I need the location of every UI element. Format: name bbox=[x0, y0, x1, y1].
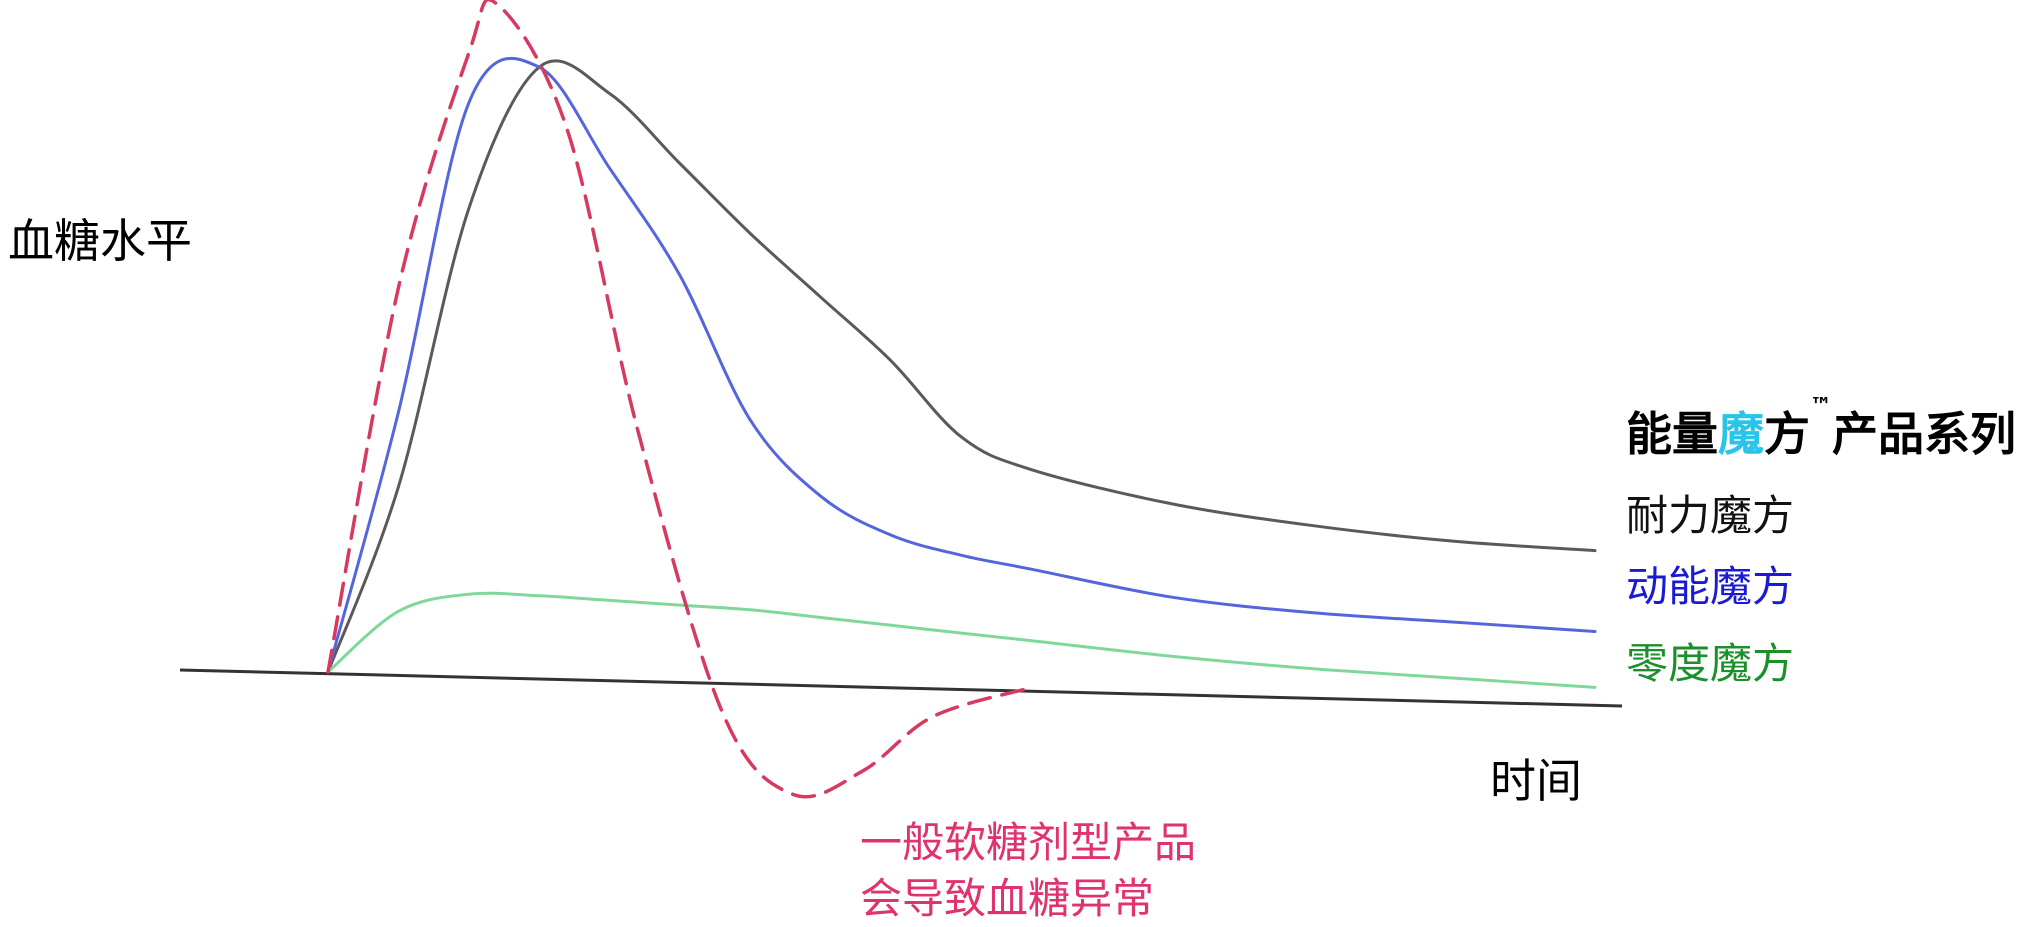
annotation-line-2: 会导致血糖异常 bbox=[860, 874, 1155, 923]
legend-title: 能量魔方™产品系列 bbox=[1626, 394, 2016, 464]
series-layer bbox=[326, 0, 1597, 799]
x-axis-line bbox=[179, 668, 1623, 708]
series-endurance-line bbox=[326, 59, 1597, 674]
x-axis-label: 时间 bbox=[1490, 754, 1582, 808]
series-kinetic-line bbox=[326, 57, 1597, 674]
legend-item-zero: 零度魔方 bbox=[1626, 639, 1795, 688]
legend-title-highlight: 魔 bbox=[1718, 407, 1764, 461]
annotation-note: 一般软糖剂型产品 会导致血糖异常 bbox=[860, 815, 1196, 927]
legend-item-kinetic: 动能魔方 bbox=[1626, 562, 1795, 611]
legend-title-part-3: 方 bbox=[1764, 407, 1810, 461]
legend-title-part-5: 产品系列 bbox=[1832, 407, 2016, 461]
y-axis-label: 血糖水平 bbox=[8, 214, 192, 268]
legend-item-endurance: 耐力魔方 bbox=[1626, 491, 1795, 540]
series-zero-line bbox=[326, 591, 1597, 689]
annotation-line-1: 一般软糖剂型产品 bbox=[860, 818, 1197, 867]
legend-title-part-1: 能量 bbox=[1626, 407, 1718, 461]
axis-layer bbox=[179, 668, 1623, 708]
trademark-symbol: ™ bbox=[1810, 394, 1832, 419]
series-gummy-dashed-line bbox=[326, 0, 1034, 799]
